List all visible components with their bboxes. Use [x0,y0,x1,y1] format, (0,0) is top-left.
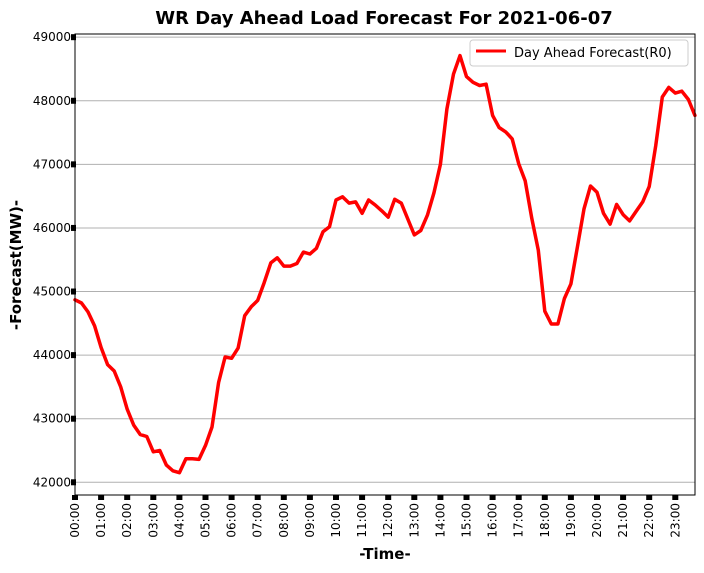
x-tick-label-15:00: 15:00 [460,503,474,538]
y-tick-44000 [71,352,76,359]
y-tick-label-46000: 46000 [33,221,71,235]
x-tick-23:00 [672,495,679,500]
y-tick-label-45000: 45000 [33,285,71,299]
y-tick-43000 [71,415,76,422]
y-axis: 42000 43000 44000 45000 46000 47000 48000 49000 [33,30,76,489]
x-tick-label-21:00: 21:00 [616,503,630,538]
x-tick-label-16:00: 16:00 [486,503,500,538]
legend-box [469,39,689,67]
x-tick-label-14:00: 14:00 [433,503,447,538]
y-tick-label-44000: 44000 [33,348,71,362]
x-tick-11:00 [359,495,366,500]
y-tick-48000 [71,97,76,104]
x-tick-label-18:00: 18:00 [538,503,552,538]
grid-lines [75,36,695,483]
x-tick-00:00 [72,495,78,500]
x-tick-label-00:00: 00:00 [68,503,82,538]
x-tick-03:00 [150,495,157,500]
x-tick-label-17:00: 17:00 [512,503,526,538]
y-tick-label-42000: 42000 [33,475,71,489]
x-tick-12:00 [385,495,392,500]
x-tick-label-08:00: 08:00 [277,503,291,538]
x-tick-label-02:00: 02:00 [120,503,134,538]
plot-frame [74,33,696,496]
x-tick-15:00 [463,495,470,500]
y-tick-label-49000: 49000 [33,30,71,44]
series-line-0 [73,53,697,475]
x-tick-label-13:00: 13:00 [407,503,421,538]
y-tick-label-47000: 47000 [33,157,71,171]
series-lines [73,53,697,475]
x-tick-21:00 [620,495,627,500]
x-tick-19:00 [567,495,574,500]
x-tick-06:00 [228,495,235,500]
y-axis-label: -Forecast(MW)- [7,200,25,330]
chart-title: WR Day Ahead Load Forecast For 2021-06-0… [155,8,613,29]
x-tick-22:00 [646,495,653,500]
y-tick-47000 [71,161,76,168]
x-tick-02:00 [124,495,131,500]
y-tick-label-48000: 48000 [33,94,71,108]
x-tick-label-12:00: 12:00 [381,503,395,538]
x-tick-05:00 [202,495,209,500]
x-tick-label-11:00: 11:00 [355,503,369,538]
x-tick-label-01:00: 01:00 [94,503,108,538]
x-tick-14:00 [437,495,444,500]
x-tick-label-04:00: 04:00 [172,503,186,538]
x-tick-label-19:00: 19:00 [564,503,578,538]
x-tick-label-20:00: 20:00 [590,503,604,538]
legend: Day Ahead Forecast(R0) [469,39,689,67]
x-tick-09:00 [306,495,313,500]
x-tick-label-06:00: 06:00 [225,503,239,538]
x-tick-04:00 [176,495,183,500]
x-tick-label-10:00: 10:00 [329,503,343,538]
x-tick-16:00 [489,495,496,500]
y-tick-label-43000: 43000 [33,412,71,426]
x-tick-label-09:00: 09:00 [303,503,317,538]
y-tick-42000 [71,479,76,486]
x-axis: 00:00 01:00 02:00 03:00 04:00 05:00 06:00 07:00… [68,495,682,538]
y-tick-45000 [71,288,76,295]
x-tick-18:00 [541,495,548,500]
x-tick-13:00 [411,495,418,500]
x-tick-01:00 [98,495,105,500]
x-tick-label-22:00: 22:00 [642,503,656,538]
x-tick-17:00 [515,495,522,500]
y-tick-49000 [71,34,76,41]
x-tick-label-03:00: 03:00 [146,503,160,538]
x-tick-20:00 [594,495,600,500]
legend-label: Day Ahead Forecast(R0) [514,46,672,61]
x-axis-label: -Time- [359,545,410,563]
x-tick-08:00 [280,495,287,500]
y-tick-46000 [71,224,76,231]
x-tick-label-23:00: 23:00 [668,503,682,538]
x-tick-label-07:00: 07:00 [251,503,265,538]
x-tick-07:00 [254,495,261,500]
x-tick-10:00 [333,495,339,500]
x-tick-label-05:00: 05:00 [199,503,213,538]
